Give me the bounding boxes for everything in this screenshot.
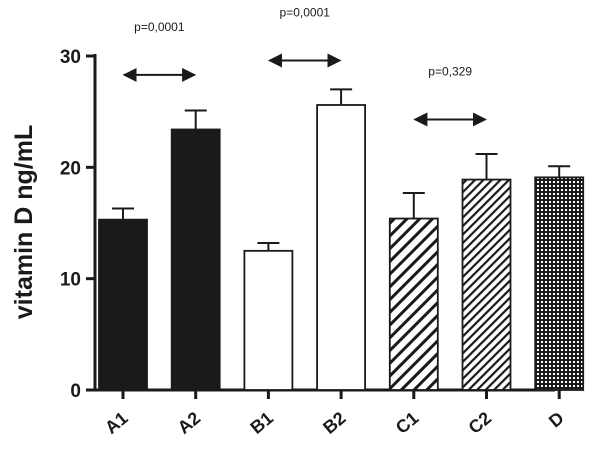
x-tick-label: C1 bbox=[392, 408, 422, 438]
bar-a2 bbox=[170, 128, 221, 391]
p-value-label: p=0,329 bbox=[428, 64, 472, 78]
comparison-b1-b2: p=0,0001 bbox=[267, 5, 342, 68]
y-tick-label: 30 bbox=[60, 47, 81, 68]
x-axis: A1 A2 B1 B2 C1 C2 D bbox=[93, 388, 568, 438]
comparison-a1-a2: p=0,0001 bbox=[122, 20, 197, 82]
bar-a1 bbox=[98, 218, 148, 391]
x-tick-label: B2 bbox=[319, 408, 349, 438]
error-bar-d bbox=[548, 165, 571, 178]
y-axis-label: vitamin D ng/mL bbox=[10, 125, 38, 319]
error-bar-c1 bbox=[402, 191, 425, 219]
bar-c1 bbox=[388, 217, 439, 391]
x-tick-label: D bbox=[545, 408, 568, 432]
bar-b2 bbox=[316, 104, 367, 391]
error-bar-b1 bbox=[257, 242, 280, 251]
p-value-label: p=0,0001 bbox=[134, 20, 185, 34]
x-tick-label: B1 bbox=[246, 408, 276, 438]
error-bars bbox=[112, 88, 571, 251]
x-tick-label: C2 bbox=[465, 408, 495, 438]
x-tick-label: A1 bbox=[101, 408, 131, 438]
error-bar-b2 bbox=[330, 88, 353, 105]
p-value-label: p=0,0001 bbox=[280, 5, 331, 19]
comparison-annotations: p=0,0001 p=0,0001 p=0,329 bbox=[122, 5, 487, 127]
comparison-c1-c2: p=0,329 bbox=[413, 64, 487, 127]
y-tick-label: 20 bbox=[60, 158, 81, 179]
y-axis: 0 10 20 30 bbox=[60, 47, 97, 402]
error-bar-a2 bbox=[184, 109, 207, 130]
bar-b1 bbox=[243, 249, 294, 391]
y-tick-label: 0 bbox=[70, 381, 81, 402]
bars bbox=[98, 104, 585, 391]
bar-d bbox=[534, 176, 585, 391]
error-bar-c2 bbox=[475, 152, 498, 180]
bar-c2 bbox=[461, 178, 512, 391]
y-tick-label: 10 bbox=[60, 270, 81, 291]
x-tick-label: A2 bbox=[174, 408, 204, 438]
error-bar-a1 bbox=[112, 207, 134, 220]
